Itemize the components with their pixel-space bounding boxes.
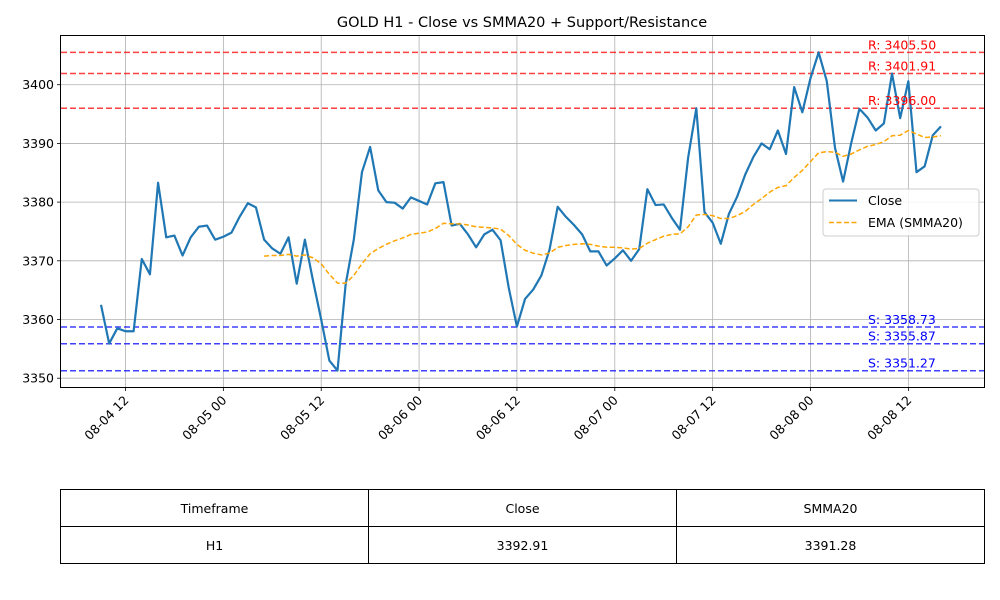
x-tick-label: 08-04 12 bbox=[81, 393, 131, 443]
resistance-label: R: 3401.91 bbox=[868, 59, 936, 74]
legend-box bbox=[822, 188, 980, 237]
legend: Close EMA (SMMA20) bbox=[822, 188, 980, 237]
close-line bbox=[99, 51, 942, 372]
y-tick-label: 3380 bbox=[22, 195, 54, 210]
table-header-cell: Close bbox=[368, 489, 677, 527]
table-cell: H1 bbox=[60, 526, 369, 564]
resistance-label: R: 3405.50 bbox=[868, 37, 936, 52]
table-row: H1 3392.91 3391.28 bbox=[60, 526, 985, 564]
x-tick-label: 08-06 12 bbox=[473, 393, 523, 443]
support-label: S: 3358.73 bbox=[868, 312, 936, 327]
y-tick-label: 3360 bbox=[22, 312, 54, 327]
x-tick-label: 08-08 00 bbox=[766, 392, 816, 442]
table-header-row: Timeframe Close SMMA20 bbox=[60, 489, 985, 527]
y-tick-label: 3370 bbox=[22, 253, 54, 268]
support-label: S: 3355.87 bbox=[868, 329, 936, 344]
x-tick-label: 08-07 00 bbox=[571, 392, 621, 442]
x-tick-label: 08-05 00 bbox=[179, 392, 229, 442]
x-tick-label: 08-05 12 bbox=[277, 393, 327, 443]
table-header-cell: SMMA20 bbox=[676, 489, 985, 527]
x-tick-label: 08-07 12 bbox=[668, 393, 718, 443]
legend-smma-label: EMA (SMMA20) bbox=[868, 215, 963, 230]
resistance-label: R: 3396.00 bbox=[868, 93, 936, 108]
chart-title: GOLD H1 - Close vs SMMA20 + Support/Resi… bbox=[337, 15, 707, 31]
table-cell: 3391.28 bbox=[676, 526, 985, 564]
smma20-line bbox=[264, 129, 942, 284]
x-tick-label: 08-06 00 bbox=[375, 392, 425, 442]
summary-table: Timeframe Close SMMA20 H1 3392.91 3391.2… bbox=[60, 489, 985, 564]
table-cell: 3392.91 bbox=[368, 526, 677, 564]
y-tick-label: 3390 bbox=[22, 136, 54, 151]
support-label: S: 3351.27 bbox=[868, 356, 936, 371]
legend-close-label: Close bbox=[868, 193, 902, 208]
plot-frame bbox=[60, 35, 985, 388]
chart: GOLD H1 - Close vs SMMA20 + Support/Resi… bbox=[22, 15, 985, 443]
x-tick-label: 08-08 12 bbox=[864, 393, 914, 443]
y-tick-label: 3400 bbox=[22, 77, 54, 92]
y-tick-label: 3350 bbox=[22, 371, 54, 386]
table-header-cell: Timeframe bbox=[60, 489, 369, 527]
